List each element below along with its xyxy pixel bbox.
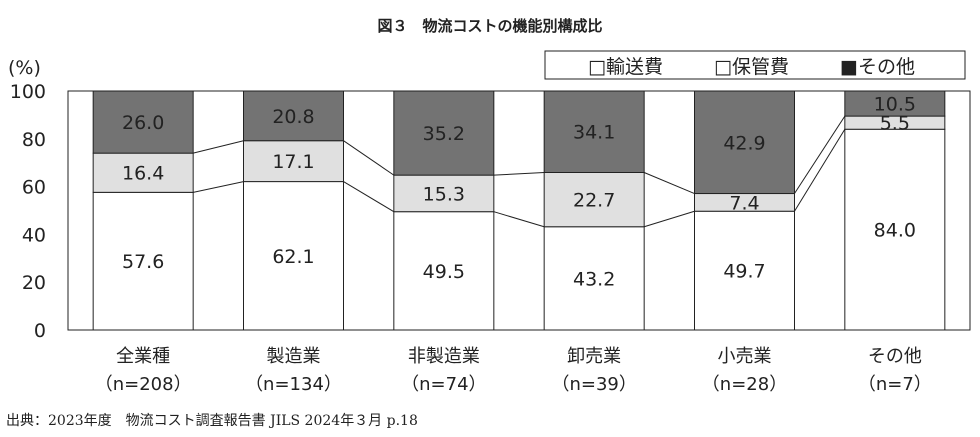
connector-line xyxy=(493,171,545,176)
category-label: 卸売業 xyxy=(567,346,621,367)
bar-segment xyxy=(243,140,344,183)
plot-area: 0 20 40 60 80 100 57.6 16.4 26.0 全業種 （n=208） 62.1 17… xyxy=(10,81,971,395)
category-count-label: （n=74） xyxy=(401,374,486,395)
data-label: 49.7 xyxy=(723,261,765,283)
data-label: 43.2 xyxy=(573,268,615,290)
y-tick-label: 0 xyxy=(34,320,46,342)
bar-segment xyxy=(543,171,645,228)
category-label: 全業種 xyxy=(116,346,170,367)
connector-line xyxy=(643,172,695,194)
bar-segment xyxy=(393,174,495,213)
data-label: 34.1 xyxy=(573,122,615,144)
chart-title: 図３ 物流コストの機能別構成比 xyxy=(377,17,602,35)
bar-segment xyxy=(393,211,495,331)
data-label: 49.5 xyxy=(423,261,465,283)
data-label: 22.7 xyxy=(573,190,615,212)
connector-line xyxy=(794,128,846,212)
data-label: 5.5 xyxy=(880,113,910,135)
bar-segment xyxy=(243,90,344,142)
category-label: 非製造業 xyxy=(408,346,480,367)
bar-segment xyxy=(694,90,795,195)
legend-entry: □保管費 xyxy=(714,56,789,78)
data-label: 42.9 xyxy=(723,132,765,154)
data-label: 20.8 xyxy=(272,106,314,128)
legend: □輸送費 □保管費 ■その他 xyxy=(544,50,966,80)
bar-segment xyxy=(543,226,645,331)
category-label: 製造業 xyxy=(267,346,321,367)
y-tick-label: 20 xyxy=(22,272,46,294)
bar-segment xyxy=(393,90,495,176)
data-label: 84.0 xyxy=(874,220,916,242)
connector-line xyxy=(193,181,244,193)
bar-segment xyxy=(92,90,194,154)
connector-line xyxy=(193,140,244,154)
plot-frame xyxy=(67,90,971,331)
y-tick-label: 100 xyxy=(10,81,46,103)
category-count-label: （n=39） xyxy=(551,374,636,395)
data-label: 35.2 xyxy=(423,123,465,145)
category-label: その他 xyxy=(868,346,922,367)
data-label: 26.0 xyxy=(122,112,164,134)
y-tick-label: 60 xyxy=(22,177,46,199)
data-label: 17.1 xyxy=(272,151,314,173)
y-axis-unit-label: (%) xyxy=(8,57,41,79)
bar-segment xyxy=(844,128,946,331)
data-label: 57.6 xyxy=(122,251,164,273)
connector-line xyxy=(794,115,846,194)
connector-line xyxy=(493,211,545,228)
data-label: 7.4 xyxy=(729,192,759,214)
legend-entry: □輸送費 xyxy=(588,56,663,78)
source-note: 出典：2023年度 物流コスト調査報告書 JILS 2024年３月 p.18 xyxy=(6,413,418,429)
category-count-label: （n=7） xyxy=(858,374,932,395)
connector-line xyxy=(343,140,395,176)
category-label: 小売業 xyxy=(718,346,772,367)
connector-line xyxy=(343,181,395,213)
bar-segment xyxy=(243,181,344,331)
data-label: 10.5 xyxy=(874,94,916,116)
data-label: 16.4 xyxy=(122,163,164,185)
data-label: 62.1 xyxy=(272,246,314,268)
data-label: 15.3 xyxy=(423,183,465,205)
bar-segment xyxy=(92,191,194,331)
connector-line xyxy=(644,210,695,228)
y-tick-label: 40 xyxy=(22,224,46,246)
legend-entry: ■その他 xyxy=(840,56,915,78)
y-tick-label: 80 xyxy=(22,129,46,151)
bar-segment xyxy=(543,90,645,173)
bar-segment xyxy=(844,90,946,117)
legend-box xyxy=(544,50,966,80)
category-count-label: （n=134） xyxy=(245,374,342,395)
category-count-label: （n=208） xyxy=(95,374,192,395)
category-count-label: （n=28） xyxy=(702,374,787,395)
